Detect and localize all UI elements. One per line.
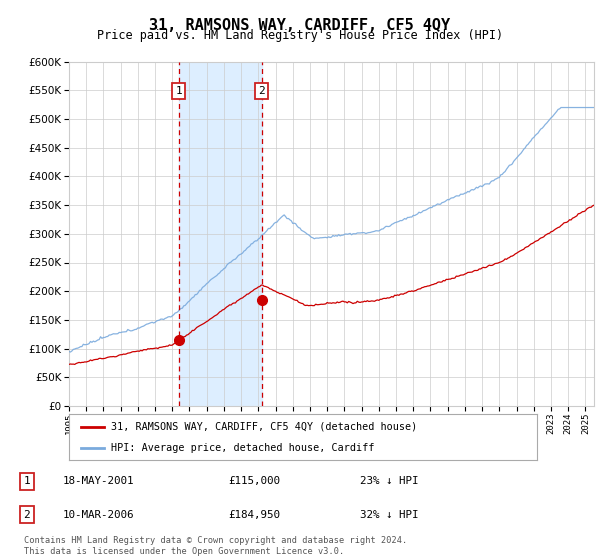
Text: 1: 1 [23, 477, 31, 487]
Text: 2: 2 [258, 86, 265, 96]
Text: 23% ↓ HPI: 23% ↓ HPI [360, 477, 419, 487]
Text: Price paid vs. HM Land Registry's House Price Index (HPI): Price paid vs. HM Land Registry's House … [97, 29, 503, 42]
Text: HPI: Average price, detached house, Cardiff: HPI: Average price, detached house, Card… [111, 443, 374, 453]
Text: 2: 2 [23, 510, 31, 520]
Text: £115,000: £115,000 [228, 477, 280, 487]
Text: 1: 1 [175, 86, 182, 96]
Bar [179, 62, 262, 406]
Text: £184,950: £184,950 [228, 510, 280, 520]
Text: 10-MAR-2006: 10-MAR-2006 [63, 510, 134, 520]
Text: 31, RAMSONS WAY, CARDIFF, CF5 4QY: 31, RAMSONS WAY, CARDIFF, CF5 4QY [149, 18, 451, 33]
Text: 32% ↓ HPI: 32% ↓ HPI [360, 510, 419, 520]
Text: 31, RAMSONS WAY, CARDIFF, CF5 4QY (detached house): 31, RAMSONS WAY, CARDIFF, CF5 4QY (detac… [111, 422, 418, 432]
Text: 18-MAY-2001: 18-MAY-2001 [63, 477, 134, 487]
Text: Contains HM Land Registry data © Crown copyright and database right 2024.
This d: Contains HM Land Registry data © Crown c… [24, 536, 407, 556]
